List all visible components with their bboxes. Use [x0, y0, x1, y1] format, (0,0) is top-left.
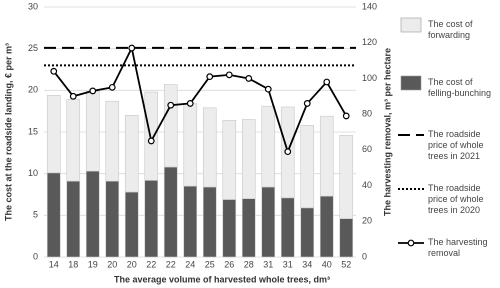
y2-tick-label: 140 [362, 1, 377, 11]
bar-segment [300, 207, 315, 258]
y-tick-label: 5 [33, 210, 38, 220]
x-tick-label: 25 [205, 259, 215, 269]
bar-segment [163, 166, 178, 258]
removal-point [69, 92, 77, 100]
bar-segment [280, 197, 295, 258]
bar-segment [144, 180, 159, 258]
y2-tick-label: 0 [362, 251, 367, 261]
bar-segment [222, 199, 237, 258]
y-tick-label: 0 [33, 251, 38, 261]
removal-point [89, 87, 97, 95]
x-tick-label: 18 [68, 259, 78, 269]
legend-label: The cost of felling-bunching [428, 77, 492, 98]
bar-segment [66, 180, 81, 258]
bar-segment [300, 125, 315, 209]
y2-tick-label: 120 [362, 37, 377, 47]
bar-segment [46, 95, 61, 174]
x-tick-label: 34 [302, 259, 312, 269]
x-tick-label: 31 [283, 259, 293, 269]
y-axis-title: The cost at the roadside landing, € per … [3, 43, 13, 221]
y-tick-label: 30 [28, 1, 38, 11]
x-tick-label: 24 [185, 259, 195, 269]
bar-segment [105, 180, 120, 258]
removal-point [264, 85, 272, 93]
bar-segment [183, 103, 198, 187]
y2-tick-label: 60 [362, 144, 372, 154]
x-tick-label: 40 [322, 259, 332, 269]
y-tick-label: 15 [28, 126, 38, 136]
y-tick-label: 25 [28, 43, 38, 53]
bar-segment [46, 172, 61, 258]
y-tick-label: 20 [28, 85, 38, 95]
bar-segment [319, 195, 334, 258]
removal-point [167, 101, 175, 109]
x-tick-label: 22 [146, 259, 156, 269]
legend-swatch [400, 75, 422, 91]
removal-point [50, 67, 58, 75]
removal-point [186, 100, 194, 107]
x-tick-label: 31 [263, 259, 273, 269]
bar-segment [241, 119, 256, 199]
legend-swatch [400, 17, 422, 33]
y2-tick-label: 100 [362, 73, 377, 83]
y2-axis-title: The harvesting removal, m³ per hectare [382, 48, 392, 216]
bar-segment [261, 186, 276, 258]
x-tick-label: 20 [127, 259, 137, 269]
bar-segment [319, 115, 334, 197]
removal-line [53, 45, 348, 155]
removal-point [108, 83, 116, 91]
removal-point [225, 71, 233, 79]
bar-segment [202, 186, 217, 258]
removal-point [342, 112, 350, 120]
x-tick-label: 14 [49, 259, 59, 269]
bar-segment [183, 185, 198, 258]
legend-swatch [407, 239, 415, 247]
x-tick-label: 19 [88, 259, 98, 269]
y2-tick-label: 20 [362, 216, 372, 226]
bar-segment [339, 135, 354, 219]
bar-segment [85, 90, 100, 172]
x-tick-label: 28 [244, 259, 254, 269]
bar-segment [124, 191, 139, 258]
removal-point [128, 44, 136, 52]
bar-segment [202, 107, 217, 188]
removal-point [245, 75, 253, 82]
bar-segment [339, 218, 354, 258]
removal-point [147, 137, 155, 145]
x-tick-label: 20 [107, 259, 117, 269]
legend-label: The cost of forwarding [428, 19, 473, 40]
bar-segment [222, 120, 237, 200]
removal-point [206, 73, 214, 81]
bar-segment [144, 91, 159, 181]
y2-tick-label: 40 [362, 180, 372, 190]
y2-tick-label: 80 [362, 109, 372, 119]
legend-label: The roadside price of whole trees in 202… [428, 129, 484, 161]
legend-label: The harvesting removal [428, 237, 488, 258]
x-tick-label: 26 [224, 259, 234, 269]
x-tick-label: 22 [166, 259, 176, 269]
bar-segment [124, 115, 139, 193]
x-axis-title: The average volume of harvested whole tr… [114, 274, 330, 284]
bar-segment [105, 100, 120, 182]
x-tick-label: 52 [341, 259, 351, 269]
removal-point [303, 100, 311, 107]
removal-point [323, 78, 331, 86]
bar-segment [163, 84, 178, 168]
removal-point [284, 148, 292, 156]
bar-segment [241, 198, 256, 258]
y-tick-label: 10 [28, 168, 38, 178]
bar-segment [261, 105, 276, 188]
legend-label: The roadside price of whole trees in 202… [428, 183, 484, 215]
bar-segment [85, 170, 100, 258]
bar-segment [66, 99, 81, 182]
